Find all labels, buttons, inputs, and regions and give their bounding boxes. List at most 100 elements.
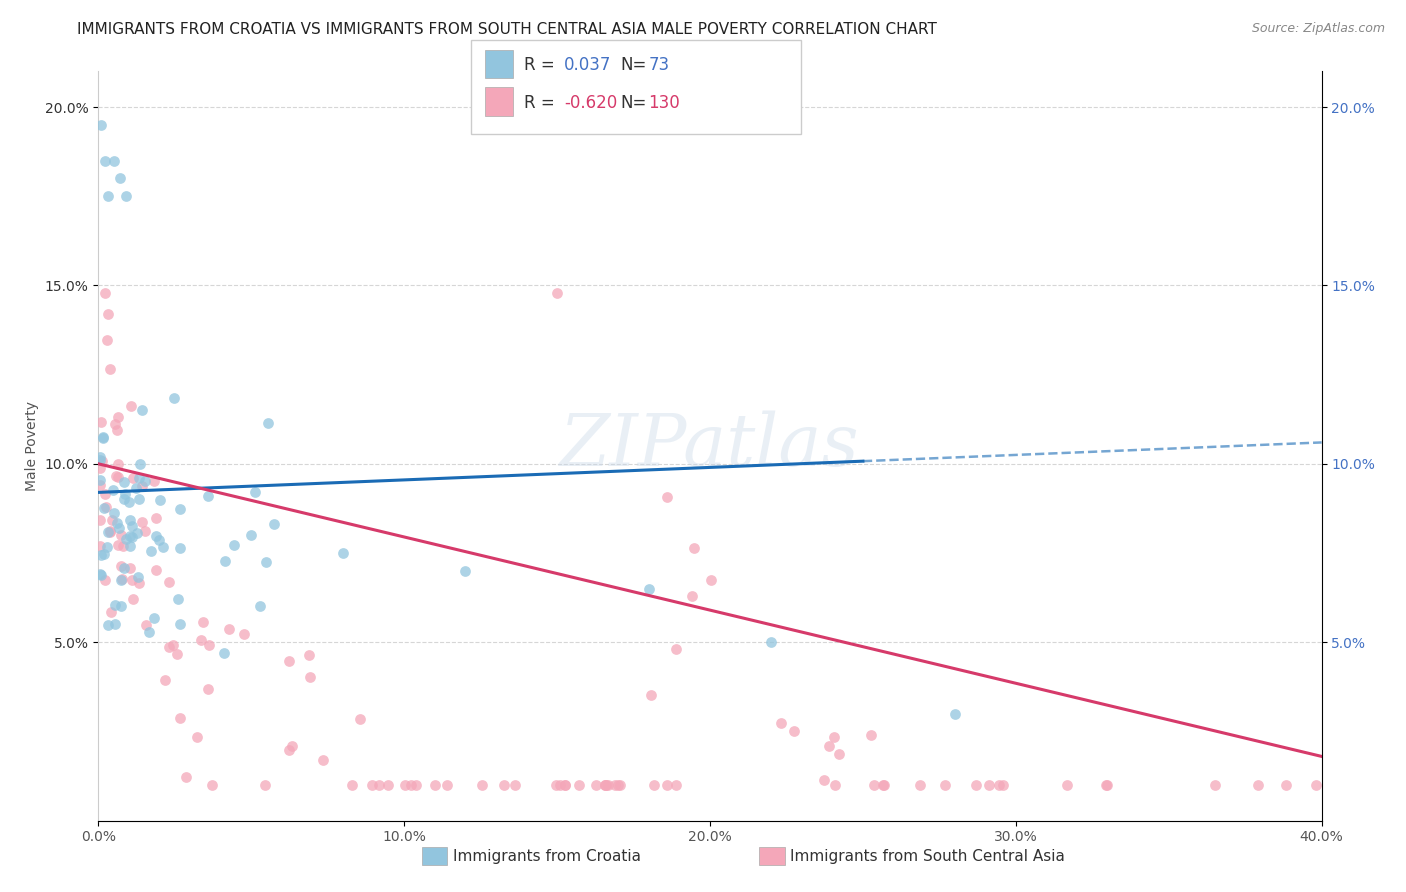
Point — [89, 473, 111, 487]
Point — [191, 615, 214, 630]
Point — [112, 491, 135, 506]
Point — [93, 153, 115, 168]
Point — [122, 470, 145, 484]
Point — [665, 642, 688, 657]
Text: 73: 73 — [648, 56, 669, 74]
Text: Immigrants from Croatia: Immigrants from Croatia — [453, 849, 641, 863]
Point — [105, 516, 128, 531]
Point — [683, 541, 706, 556]
Point — [425, 778, 447, 792]
Text: -0.620: -0.620 — [564, 94, 617, 112]
Point — [257, 416, 280, 430]
Point — [828, 747, 851, 761]
Point — [148, 533, 170, 547]
Point — [377, 778, 399, 792]
Point — [1204, 778, 1226, 792]
Point — [503, 778, 526, 792]
Point — [1247, 778, 1270, 792]
Point — [655, 778, 678, 792]
Point — [943, 706, 966, 721]
Point — [162, 638, 184, 652]
Point — [134, 524, 156, 538]
Point — [436, 778, 458, 792]
Point — [157, 575, 180, 590]
Point — [134, 474, 156, 488]
Point — [115, 532, 138, 546]
Point — [121, 530, 143, 544]
Point — [454, 564, 477, 578]
Point — [110, 528, 132, 542]
Point — [100, 605, 122, 619]
Point — [197, 489, 219, 503]
Point — [112, 475, 135, 489]
Point — [277, 743, 299, 757]
Point — [817, 739, 839, 753]
Point — [169, 541, 191, 556]
Point — [125, 526, 148, 541]
Point — [110, 599, 132, 613]
Point — [607, 778, 630, 792]
Point — [107, 409, 129, 424]
Point — [93, 487, 115, 501]
Point — [224, 538, 246, 552]
Point — [108, 171, 131, 186]
Point — [596, 778, 619, 792]
Point — [169, 617, 191, 632]
Point — [979, 778, 1001, 792]
Point — [186, 731, 208, 745]
Point — [910, 778, 932, 792]
Point — [90, 568, 112, 582]
Point — [129, 457, 152, 471]
Point — [93, 501, 115, 516]
Point — [107, 538, 129, 552]
Point — [120, 528, 142, 542]
Point — [100, 361, 122, 376]
Point — [298, 648, 321, 662]
Point — [104, 598, 127, 612]
Point — [97, 618, 120, 632]
Point — [568, 778, 591, 792]
Point — [91, 453, 114, 467]
Point — [593, 778, 616, 792]
Point — [603, 778, 626, 792]
Point — [190, 633, 212, 648]
Point — [142, 611, 165, 625]
Point — [595, 778, 617, 792]
Text: N=: N= — [620, 94, 647, 112]
Point — [546, 285, 568, 300]
Point — [492, 778, 515, 792]
Point — [198, 638, 221, 652]
Point — [98, 524, 121, 538]
Point — [145, 529, 167, 543]
Point — [115, 189, 138, 203]
Point — [214, 554, 236, 568]
Point — [637, 582, 661, 596]
Point — [399, 778, 422, 792]
Point — [360, 778, 382, 792]
Point — [263, 517, 285, 532]
Point — [312, 753, 335, 767]
Point — [101, 512, 124, 526]
Point — [349, 712, 371, 726]
Point — [97, 524, 120, 539]
Point — [96, 333, 118, 347]
Point — [471, 778, 494, 792]
Point — [93, 285, 115, 300]
Point — [120, 513, 142, 527]
Point — [554, 778, 576, 792]
Point — [89, 513, 111, 527]
Point — [554, 778, 576, 792]
Point — [104, 469, 127, 483]
Point — [127, 570, 149, 584]
Point — [550, 778, 572, 792]
Point — [769, 716, 792, 731]
Point — [90, 548, 112, 562]
Point — [281, 739, 304, 753]
Point — [783, 723, 806, 738]
Point — [585, 778, 607, 792]
Point — [110, 558, 132, 573]
Point — [131, 479, 153, 493]
Point — [157, 640, 180, 654]
Point — [93, 547, 115, 561]
Point — [121, 573, 143, 587]
